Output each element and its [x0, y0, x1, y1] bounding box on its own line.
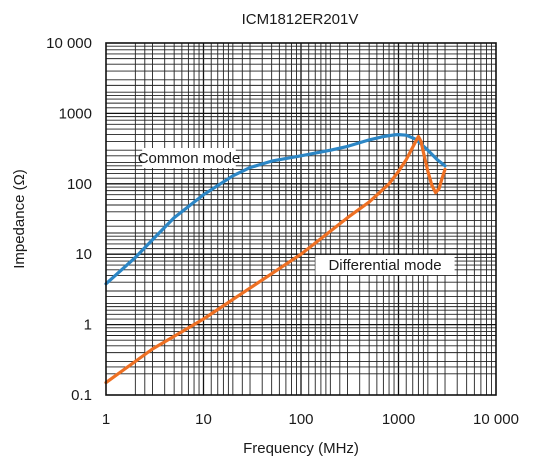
- y-tick-label: 10: [75, 246, 92, 263]
- annotations: Common mode Differential mode: [138, 148, 455, 275]
- x-tick-label: 1000: [382, 411, 415, 428]
- x-axis-label: Frequency (MHz): [243, 440, 359, 457]
- y-tick-label: 1: [84, 317, 92, 334]
- y-tick-label: 100: [67, 176, 92, 193]
- common-mode-label-background: [142, 148, 236, 168]
- y-tick-label: 1000: [59, 105, 92, 122]
- differential-mode-label-background: [315, 255, 455, 275]
- x-tick-label: 100: [288, 411, 313, 428]
- plot-frame: [105, 42, 497, 396]
- x-tick-label: 10: [195, 411, 212, 428]
- differential-mode-label: Differential mode: [328, 257, 441, 274]
- differential-mode-line: [104, 134, 447, 385]
- x-tick-label: 10 000: [473, 411, 519, 428]
- chart-title: ICM1812ER201V: [242, 11, 359, 28]
- common-mode-label: Common mode: [138, 150, 241, 167]
- y-tick-labels: 0.1 1 10 100 1000 10 000: [46, 35, 92, 404]
- x-tick-label: 1: [102, 411, 110, 428]
- x-tick-labels: 1 10 100 1000 10 000: [102, 411, 519, 428]
- series-lines: [104, 133, 447, 385]
- y-tick-label: 10 000: [46, 35, 92, 52]
- y-tick-label: 0.1: [71, 387, 92, 404]
- common-mode-line: [104, 133, 447, 286]
- y-axis-label: Impedance (Ω): [11, 169, 28, 269]
